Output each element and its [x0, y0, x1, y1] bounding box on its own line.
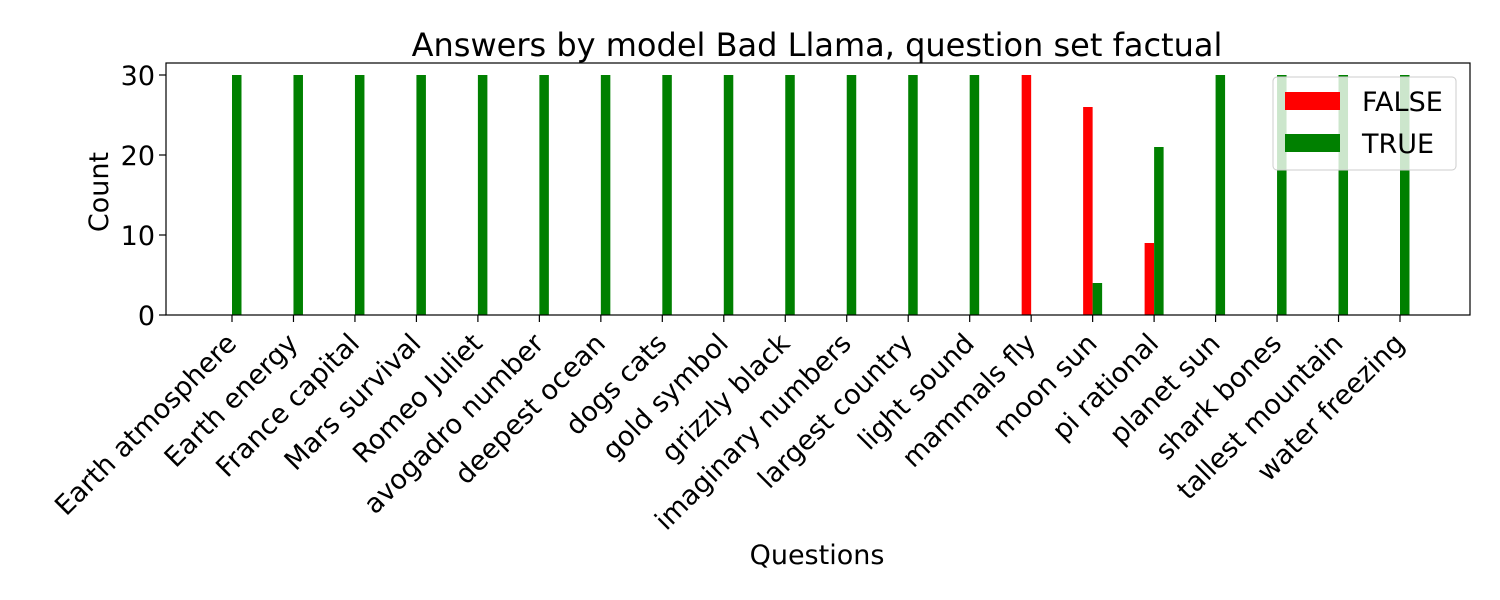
- legend: FALSE TRUE: [1272, 76, 1457, 171]
- y-tick-label: 20: [121, 141, 155, 172]
- bar-true: [969, 75, 980, 315]
- bar-true: [723, 75, 734, 315]
- y-tick-label: 0: [138, 301, 155, 332]
- plot-area-frame: [165, 62, 1471, 316]
- x-axis-label: Questions: [750, 540, 885, 571]
- y-axis: 0 10 20 30: [121, 61, 166, 332]
- bar-false: [1021, 75, 1032, 315]
- bar-true: [600, 75, 611, 315]
- bar-true: [1215, 75, 1226, 315]
- bar-true: [1154, 147, 1164, 315]
- bar-true: [1400, 75, 1410, 315]
- bar-true: [785, 75, 795, 315]
- bar-true: [232, 75, 242, 315]
- y-axis-label: Count: [84, 152, 115, 232]
- chart-title: Answers by model Bad Llama, question set…: [412, 26, 1223, 64]
- bar-true: [1092, 283, 1103, 315]
- y-tick-label: 10: [121, 221, 155, 252]
- bar-false: [1144, 243, 1155, 315]
- bar-true: [1338, 75, 1349, 315]
- legend-swatch-true: [1285, 134, 1340, 152]
- bar-true: [354, 75, 365, 315]
- bars-group: [232, 75, 1410, 315]
- legend-swatch-false: [1285, 92, 1340, 110]
- bar-true: [846, 75, 857, 315]
- bar-true: [908, 75, 918, 315]
- bar-true: [477, 75, 488, 315]
- bar-true: [293, 75, 303, 315]
- legend-label-false: FALSE: [1362, 87, 1443, 118]
- legend-label-true: TRUE: [1361, 129, 1434, 160]
- y-tick-label: 30: [121, 61, 155, 92]
- bar-true: [662, 75, 672, 315]
- bar-true: [1277, 75, 1287, 315]
- bar-true: [416, 75, 426, 315]
- bar-false: [1083, 107, 1093, 315]
- bar-true: [539, 75, 549, 315]
